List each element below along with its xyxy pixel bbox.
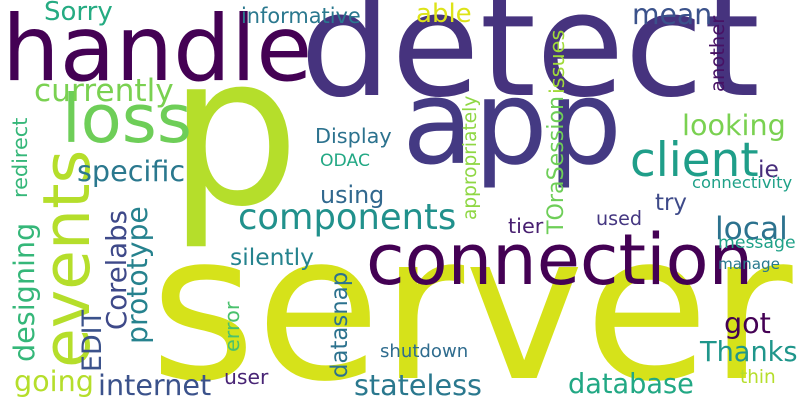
word-got: got (724, 305, 771, 340)
word-torasession: TOraSession (543, 95, 569, 234)
word-handle: handle (2, 0, 313, 102)
word-stateless: stateless (354, 367, 482, 400)
word-used: used (596, 206, 643, 230)
word-prototype: prototype (121, 206, 154, 344)
word-designing: designing (7, 222, 41, 362)
word-app: app (402, 53, 623, 191)
word-p: p (168, 10, 300, 253)
word-going: going (14, 363, 94, 398)
word-mean: mean (632, 0, 713, 31)
word-silently: silently (230, 242, 314, 271)
word-thanks: Thanks (700, 337, 798, 369)
word-client: client (630, 133, 759, 188)
word-components: components (238, 196, 457, 238)
word-connectivity: connectivity (692, 173, 793, 193)
word-connection: connection (366, 219, 754, 302)
word-server: server (150, 190, 793, 400)
word-datasnap: datasnap (327, 271, 353, 378)
word-message: message (718, 232, 796, 253)
word-able: able (416, 0, 472, 30)
word-detect: detect (300, 0, 760, 130)
word-using: using (320, 180, 385, 209)
word-odac: ODAC (320, 150, 371, 171)
word-shutdown: shutdown (380, 340, 469, 362)
word-another: another (706, 15, 729, 92)
word-informative: informative (241, 4, 361, 29)
word-currently: currently (34, 73, 174, 110)
word-tier: tier (508, 214, 544, 239)
word-manage: manage (718, 255, 780, 274)
word-sorry: Sorry (44, 0, 113, 28)
word-issues: issues (545, 29, 569, 94)
word-user: user (224, 365, 269, 390)
word-specific: specific (77, 153, 186, 188)
word-display: Display (315, 124, 392, 149)
word-local: local (715, 211, 788, 248)
word-try: try (655, 189, 687, 216)
word-appropriately: appropriately (460, 95, 481, 220)
word-error: error (220, 301, 244, 352)
word-loss: loss (62, 79, 192, 158)
word-thin: thin (740, 366, 776, 388)
word-internet: internet (98, 367, 212, 400)
word-redirect: redirect (8, 117, 32, 198)
word-database: database (568, 369, 694, 400)
word-looking: looking (682, 107, 786, 142)
word-ie: ie (758, 154, 779, 183)
word-edit: EDIT (77, 309, 108, 372)
